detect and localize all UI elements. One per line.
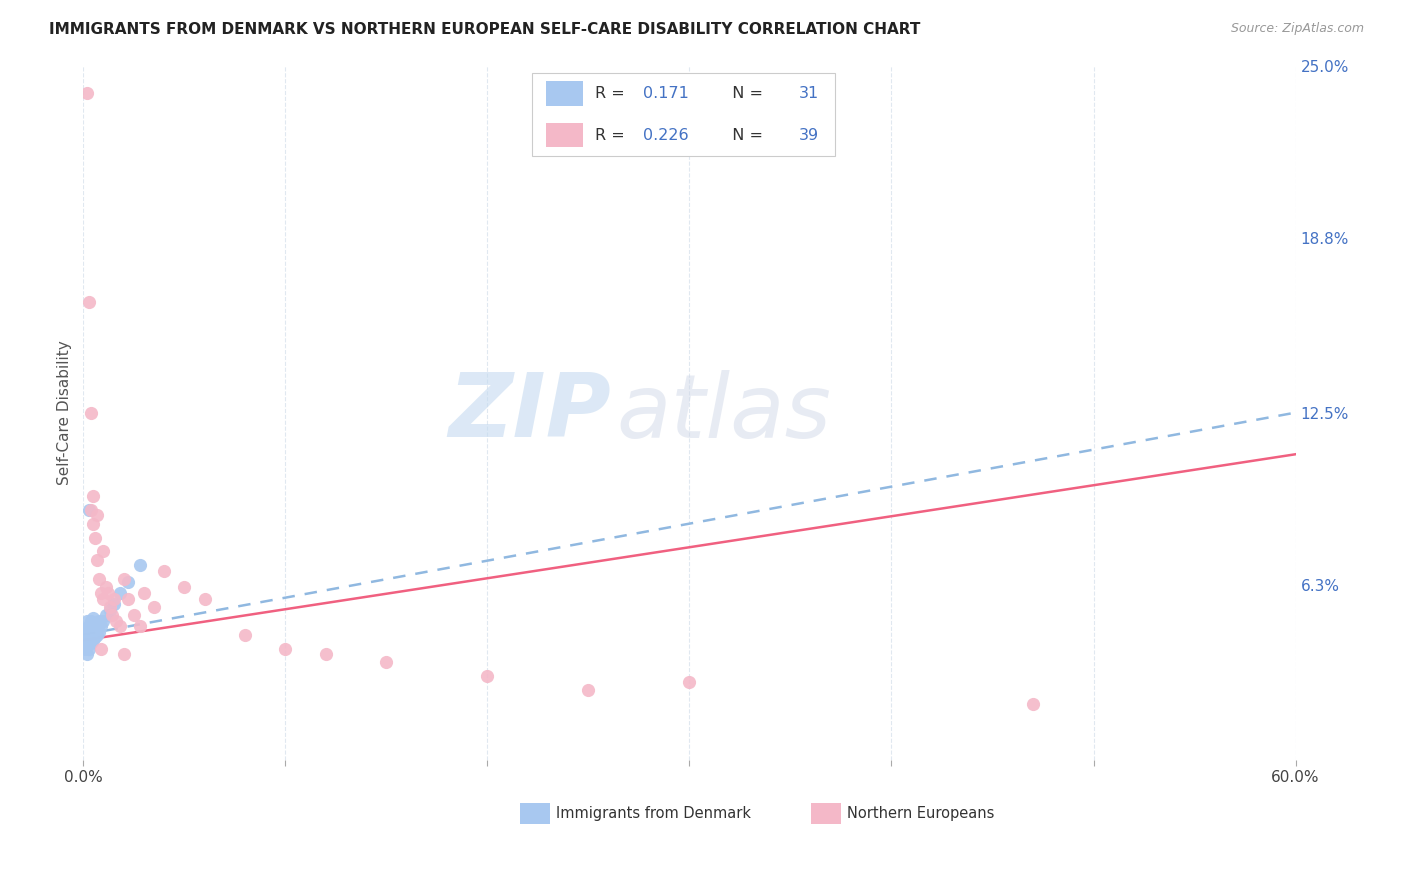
Point (80, 636, 103, 650)
Bar (520, 804, 550, 824)
Point (86, 628, 108, 642)
Point (94, 608, 117, 623)
Point (93, 614, 115, 628)
Text: 39: 39 (799, 128, 818, 143)
Point (76, 647, 98, 661)
Point (80, 624, 103, 639)
Text: 0.226: 0.226 (644, 128, 689, 143)
Point (80, 502, 103, 516)
Text: R =: R = (595, 86, 628, 101)
Point (75, 641, 97, 656)
Point (80, 406, 103, 420)
Point (103, 591, 125, 606)
Point (132, 586, 155, 600)
Point (375, 656, 398, 670)
Point (90, 641, 112, 656)
Point (82, 516, 104, 531)
Point (122, 608, 145, 623)
Point (86, 508, 108, 523)
Point (89, 572, 111, 586)
Point (79, 641, 101, 656)
Point (89, 624, 111, 639)
Bar (811, 804, 841, 824)
Point (80, 614, 103, 628)
Point (128, 558, 150, 573)
Point (82, 622, 104, 636)
Text: N =: N = (723, 86, 766, 101)
Point (108, 619, 131, 633)
Point (76, 636, 98, 650)
Point (90, 586, 112, 600)
Point (82, 489, 104, 503)
Text: 0.171: 0.171 (644, 86, 689, 101)
Text: Northern Europeans: Northern Europeans (846, 806, 994, 822)
Point (93, 544, 115, 558)
Point (79, 294, 101, 309)
Point (678, 674, 700, 689)
Point (75, 622, 97, 636)
Point (112, 572, 135, 586)
Point (89, 614, 111, 628)
Point (90, 619, 112, 633)
Point (103, 597, 125, 611)
Point (100, 608, 122, 623)
Bar (547, 81, 582, 106)
Bar (547, 122, 582, 147)
Point (84, 619, 107, 633)
Point (75, 633, 97, 648)
FancyBboxPatch shape (531, 72, 835, 156)
Point (76, 614, 98, 628)
Text: Source: ZipAtlas.com: Source: ZipAtlas.com (1230, 22, 1364, 36)
Point (79, 619, 101, 633)
Point (98, 599, 121, 614)
Point (315, 647, 337, 661)
Point (117, 574, 139, 589)
Point (173, 581, 195, 595)
Y-axis label: Self-Care Disability: Self-Care Disability (58, 340, 72, 485)
Text: IMMIGRANTS FROM DENMARK VS NORTHERN EUROPEAN SELF-CARE DISABILITY CORRELATION CH: IMMIGRANTS FROM DENMARK VS NORTHERN EURO… (49, 22, 921, 37)
Point (128, 619, 150, 633)
Point (153, 564, 176, 578)
Point (193, 591, 215, 606)
Point (82, 611, 104, 625)
Point (84, 531, 107, 545)
Point (86, 553, 108, 567)
Point (104, 614, 127, 628)
Text: Immigrants from Denmark: Immigrants from Denmark (557, 806, 751, 822)
Point (79, 502, 101, 516)
Point (79, 631, 101, 645)
Point (94, 581, 117, 595)
Point (96, 586, 118, 600)
Text: 31: 31 (799, 86, 818, 101)
Text: R =: R = (595, 128, 628, 143)
Point (1022, 697, 1045, 711)
Text: ZIP: ZIP (449, 369, 610, 456)
Point (108, 586, 131, 600)
Point (76, 87, 98, 101)
Point (143, 599, 166, 614)
Point (84, 631, 107, 645)
Point (82, 633, 104, 648)
Point (98, 603, 121, 617)
Point (93, 591, 115, 606)
Text: atlas: atlas (617, 369, 831, 456)
Point (76, 624, 98, 639)
Point (578, 683, 600, 698)
Point (233, 628, 256, 642)
Point (112, 647, 135, 661)
Text: N =: N = (723, 128, 766, 143)
Point (477, 669, 499, 683)
Point (274, 641, 297, 656)
Point (86, 616, 108, 631)
Point (117, 591, 139, 606)
